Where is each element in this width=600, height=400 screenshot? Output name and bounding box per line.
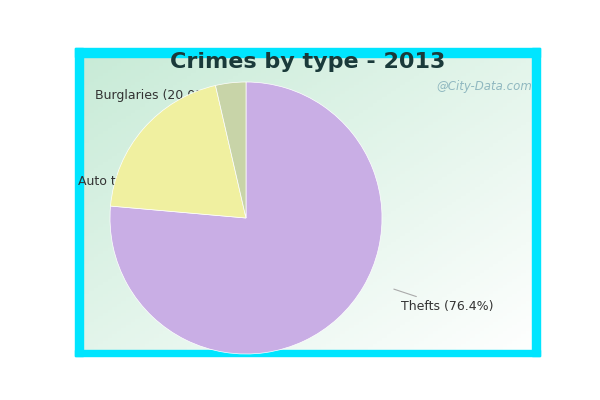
Text: Burglaries (20.0%): Burglaries (20.0%) bbox=[95, 89, 242, 124]
Text: @City-Data.com: @City-Data.com bbox=[436, 80, 532, 93]
Bar bbox=[75, 350, 540, 356]
Wedge shape bbox=[110, 86, 246, 218]
Text: Auto thefts (3.6%): Auto thefts (3.6%) bbox=[78, 176, 237, 188]
Wedge shape bbox=[110, 82, 382, 354]
Bar bbox=[532, 48, 540, 356]
Bar bbox=[75, 48, 83, 356]
Text: Crimes by type - 2013: Crimes by type - 2013 bbox=[170, 52, 445, 72]
Wedge shape bbox=[215, 82, 246, 218]
Bar bbox=[75, 48, 540, 57]
Text: Thefts (76.4%): Thefts (76.4%) bbox=[394, 289, 493, 313]
